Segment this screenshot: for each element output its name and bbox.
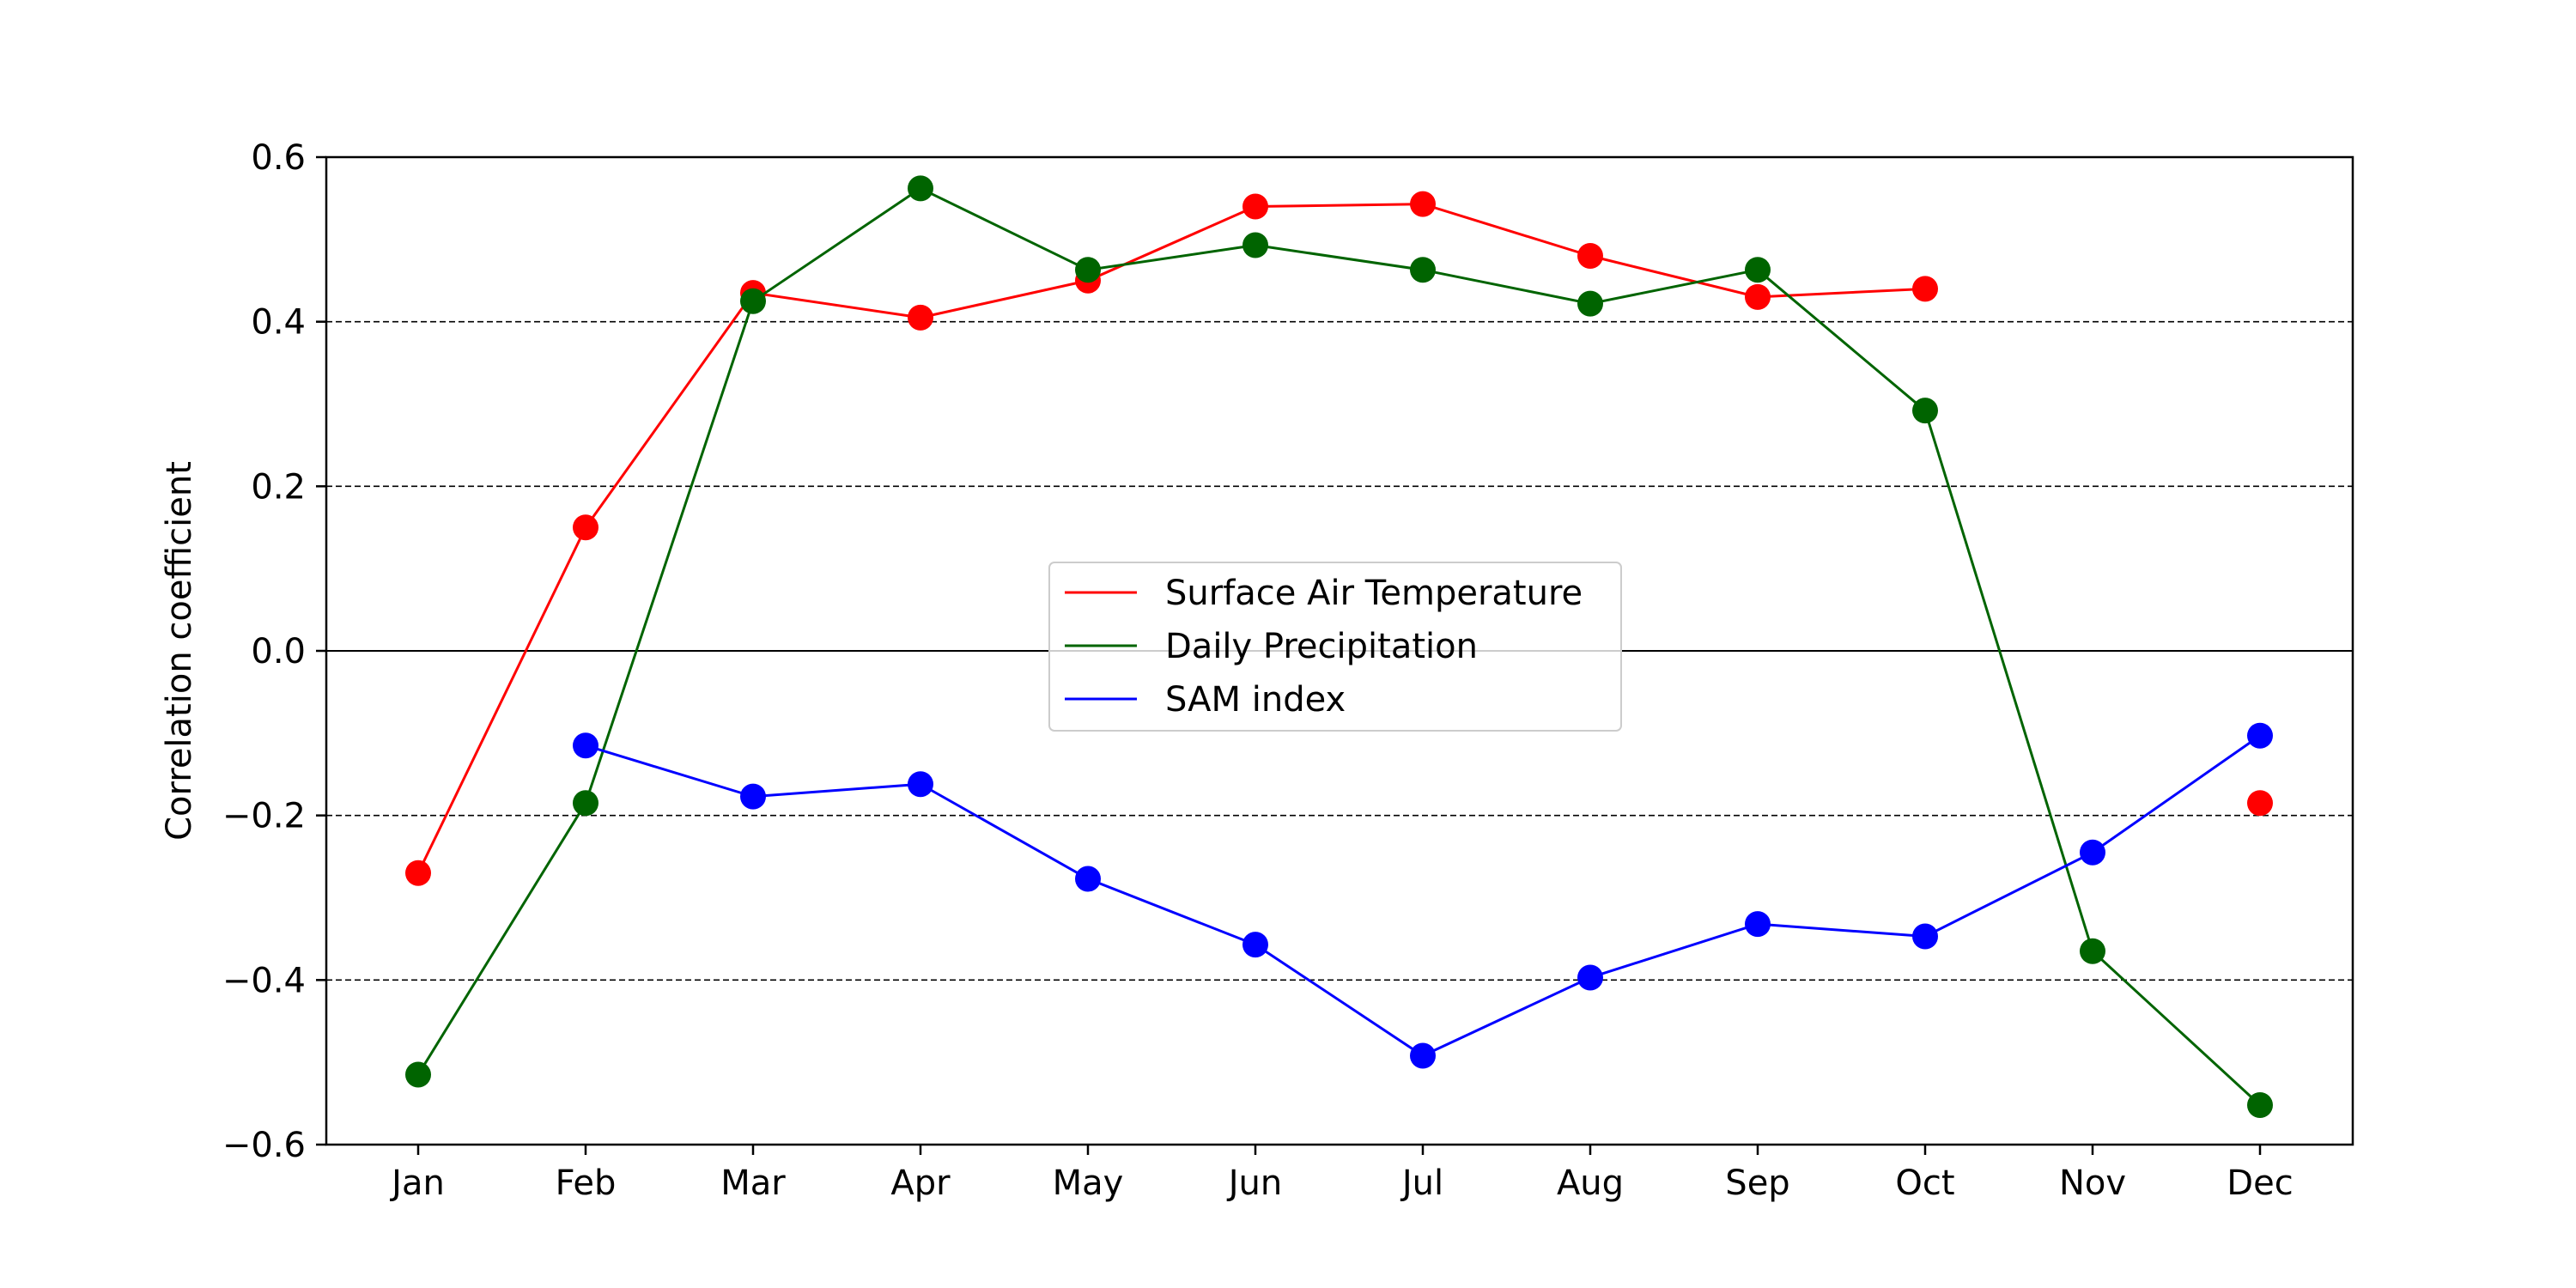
series-line-segment <box>1422 268 1591 306</box>
series-line-segment <box>584 292 755 529</box>
series-line-segment <box>1255 244 1424 271</box>
series-line-segment <box>1589 268 1759 306</box>
data-point <box>1912 276 1938 302</box>
legend-label: Daily Precipitation <box>1165 627 1478 666</box>
y-tick-label: −0.6 <box>222 1126 306 1165</box>
series-sam-index <box>573 722 2273 1069</box>
series-line-segment <box>1924 851 2093 938</box>
series-line-segment <box>752 187 921 302</box>
y-tick-label: 0.0 <box>251 632 306 671</box>
data-point <box>405 860 431 886</box>
y-tick-label: −0.4 <box>222 961 306 1000</box>
y-tick-label: −0.2 <box>222 797 306 836</box>
data-point <box>1075 866 1101 892</box>
series-line-segment <box>1422 976 1591 1057</box>
series-line-segment <box>1757 922 1926 939</box>
x-tick-label: Dec <box>2227 1163 2293 1203</box>
series-line-segment <box>920 187 1089 271</box>
y-tick-label: 0.4 <box>251 303 306 343</box>
series-line-segment <box>1589 922 1759 979</box>
series-line-segment <box>920 782 1089 880</box>
series-line-segment <box>1087 244 1256 271</box>
x-tick-label: May <box>1053 1163 1124 1203</box>
y-tick-label: 0.6 <box>251 138 306 178</box>
data-point <box>1075 257 1101 283</box>
x-tick-label: Jan <box>389 1163 445 1203</box>
data-point <box>1745 283 1771 310</box>
series-line-segment <box>416 526 587 874</box>
series-line-segment <box>752 291 921 319</box>
data-point <box>2080 839 2105 866</box>
data-point <box>1912 923 1938 950</box>
data-point <box>1577 290 1603 317</box>
data-point <box>573 732 598 759</box>
series-line-segment <box>1589 254 1759 299</box>
x-tick-label: Feb <box>556 1163 617 1203</box>
data-point <box>1410 257 1436 283</box>
series-line-segment <box>1087 205 1256 283</box>
data-point <box>1577 243 1603 269</box>
legend-label: SAM index <box>1165 680 1346 720</box>
series-line-segment <box>584 301 755 804</box>
x-axis: Jan Feb Mar Apr May Jun Jul Aug Sep Oct Nov Dec <box>389 1145 2293 1203</box>
series-layer <box>405 175 2273 1118</box>
series-line-segment <box>585 744 754 799</box>
data-point <box>1242 193 1268 220</box>
data-point <box>573 790 598 817</box>
series-line-segment <box>1087 878 1256 946</box>
series-line-segment <box>1255 943 1424 1057</box>
data-point <box>1242 932 1268 958</box>
x-tick-label: Jul <box>1400 1163 1443 1203</box>
data-point <box>405 1061 431 1088</box>
data-point <box>1745 257 1771 283</box>
x-tick-label: Oct <box>1895 1163 1954 1203</box>
data-point <box>1242 232 1268 258</box>
data-point <box>740 288 766 314</box>
series-line-segment <box>2092 734 2261 854</box>
data-point <box>1745 911 1771 938</box>
data-point <box>2247 1092 2273 1118</box>
series-surface-air-temperature <box>405 191 2273 886</box>
data-point <box>1912 398 1938 424</box>
legend: Surface Air Temperature Daily Precipitati… <box>1048 562 1622 732</box>
y-axis: −0.6 −0.4 −0.2 0.0 0.2 0.4 0.6 <box>222 138 326 1165</box>
series-line-segment <box>920 279 1089 319</box>
data-point <box>908 771 933 798</box>
series-line-segment <box>1757 287 1926 299</box>
data-point <box>740 783 766 810</box>
data-point <box>573 514 598 541</box>
data-point <box>1410 1042 1436 1069</box>
series-line-segment <box>1422 203 1591 258</box>
data-point <box>2247 722 2273 749</box>
x-tick-label: Aug <box>1557 1163 1624 1203</box>
x-tick-label: Sep <box>1725 1163 1789 1203</box>
data-point <box>2080 938 2105 964</box>
x-tick-label: Apr <box>890 1163 951 1203</box>
series-line-segment <box>1923 410 2094 952</box>
series-line-segment <box>416 802 587 1076</box>
legend-box <box>1048 562 1622 732</box>
series-daily-precipitation <box>405 175 2273 1118</box>
x-tick-label: Mar <box>720 1163 786 1203</box>
data-point <box>908 304 933 331</box>
series-line-segment <box>2091 950 2262 1107</box>
data-point <box>2247 790 2273 817</box>
data-point <box>1410 191 1436 217</box>
y-tick-label: 0.2 <box>251 467 306 507</box>
y-axis-label: Correlation coefficient <box>160 461 199 841</box>
series-line-segment <box>752 782 921 799</box>
series-line-segment <box>1255 203 1424 208</box>
x-tick-label: Nov <box>2059 1163 2126 1203</box>
data-point <box>908 175 933 202</box>
x-tick-label: Jun <box>1226 1163 1283 1203</box>
legend-label: Surface Air Temperature <box>1165 574 1583 613</box>
series-line-segment <box>1757 269 1926 412</box>
data-point <box>1577 964 1603 991</box>
